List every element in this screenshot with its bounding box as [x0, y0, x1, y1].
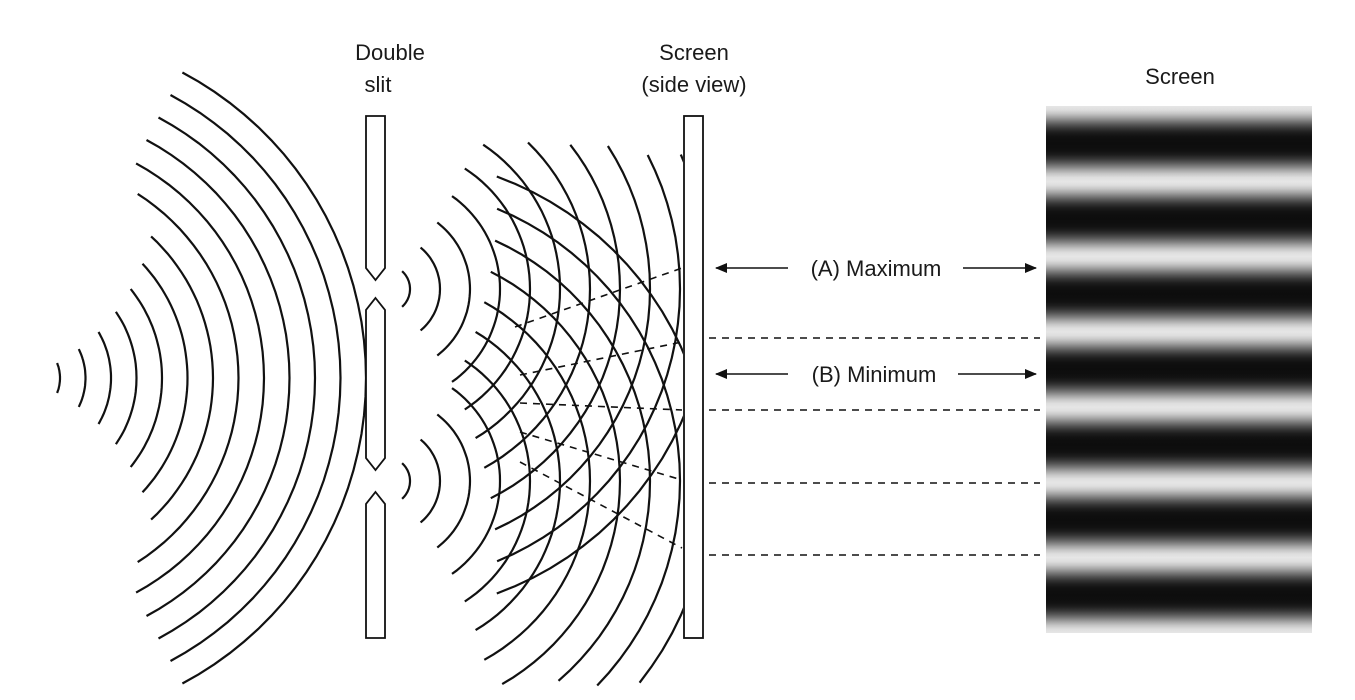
- upper-slit-wavefront: [419, 246, 442, 332]
- incoming-wavefront: [114, 311, 138, 445]
- incoming-wavefront: [157, 116, 317, 640]
- lower-slit-wavefront: [496, 175, 683, 684]
- lower-slit-wavefront: [401, 462, 412, 500]
- upper-slit-wavefront: [496, 154, 682, 563]
- lower-slit-wavefront: [496, 207, 682, 687]
- screen-side-view-label-line2: (side view): [641, 72, 746, 97]
- incoming-wavefront: [141, 263, 189, 493]
- path-difference-lines: [514, 267, 683, 549]
- path-line: [519, 341, 683, 376]
- lower-slit-wavefront: [494, 239, 652, 682]
- incoming-wavefront: [145, 139, 291, 617]
- path-line: [519, 461, 683, 549]
- slit-plate-top: [365, 115, 386, 282]
- incoming-wavefront: [56, 362, 62, 394]
- lower-slit-wavefront: [464, 359, 532, 603]
- incoming-wavefront: [181, 71, 368, 685]
- screen-side-view: [683, 115, 704, 639]
- minimum-boundary-lines: [709, 337, 1040, 556]
- upper-slit-wavefront: [451, 195, 502, 383]
- incoming-wavefronts: [56, 71, 368, 685]
- upper-slit-wavefront: [436, 221, 472, 357]
- path-line: [519, 431, 683, 481]
- double-slit-label-line2: slit: [365, 72, 392, 97]
- diffracted-wavefronts: [401, 141, 683, 687]
- slit-plate-bottom: [365, 490, 386, 639]
- lower-slit-wavefront: [451, 387, 502, 575]
- upper-slit-wavefront: [475, 143, 562, 440]
- incoming-wavefront: [77, 348, 87, 408]
- path-line: [514, 267, 683, 328]
- incoming-wavefront: [150, 235, 215, 521]
- incoming-wavefront: [135, 162, 266, 594]
- upper-slit-wavefront: [490, 144, 622, 500]
- lower-slit-wavefront: [436, 413, 472, 549]
- upper-slit-wavefront: [496, 154, 683, 595]
- upper-slit-wavefront: [494, 145, 652, 531]
- incoming-wavefront: [129, 288, 164, 468]
- lower-slit-wavefront: [490, 270, 622, 686]
- path-line: [519, 402, 683, 411]
- incoming-wavefront: [169, 94, 342, 662]
- minimum-label: (B) Minimum: [812, 362, 937, 387]
- double-slit-barrier: [365, 115, 386, 639]
- lower-slit-wavefront: [475, 330, 562, 632]
- slit-plate-middle: [365, 296, 386, 472]
- double-slit-label-line1: Double: [355, 40, 425, 65]
- upper-slit-wavefront: [464, 167, 532, 411]
- screen-label: Screen: [1145, 64, 1215, 89]
- screen-side-view-label-line1: Screen: [659, 40, 729, 65]
- screen-fringe-pattern: [1046, 106, 1312, 633]
- maximum-label: (A) Maximum: [811, 256, 942, 281]
- upper-slit-wavefront: [401, 270, 412, 308]
- lower-slit-wavefront: [483, 301, 592, 661]
- incoming-wavefront: [97, 331, 113, 425]
- incoming-wavefront: [137, 192, 240, 564]
- lower-slit-wavefront: [419, 438, 442, 524]
- upper-slit-wavefront: [483, 141, 592, 469]
